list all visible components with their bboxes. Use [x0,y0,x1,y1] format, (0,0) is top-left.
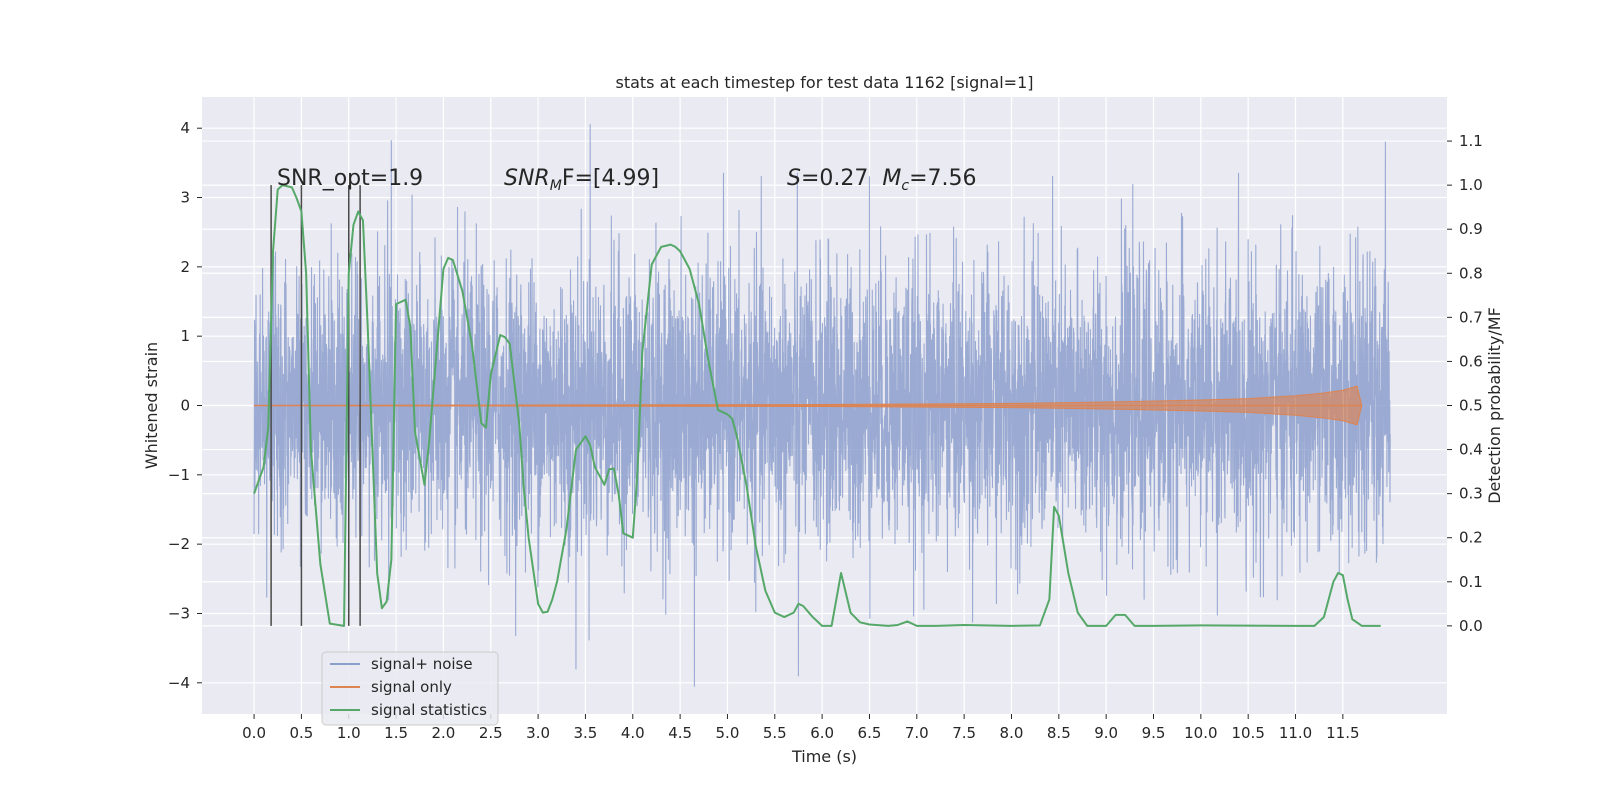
y-right-tick-label: 0.7 [1459,308,1483,326]
x-tick-label: 7.5 [952,724,976,742]
y-right-tick-label: 1.1 [1459,132,1483,150]
mc-value: =7.56 [909,166,976,191]
y-right-tick-label: 0.6 [1459,352,1483,370]
y-left-tick-label: 4 [180,119,190,137]
x-tick-label: 9.5 [1142,724,1166,742]
signal-only-series [254,385,1363,426]
legend-label-signal-statistics: signal statistics [371,701,487,719]
x-tick-label: 5.0 [716,724,740,742]
snr-mf-main: SNR [504,166,550,191]
y-axis-right-label: Detection probability/MF [1485,307,1504,504]
y-right-tick-label: 1.0 [1459,176,1483,194]
x-tick-label: 7.0 [905,724,929,742]
x-tick-label: 10.5 [1231,724,1264,742]
x-axis-label: Time (s) [791,747,857,766]
y-right-tick-label: 0.0 [1459,617,1483,635]
signal-statistics-line [253,184,1381,627]
signal-noise-series [253,124,1391,687]
x-tick-label: 2.5 [479,724,503,742]
signal-statistics-series [253,184,1381,627]
s-symbol: S [787,166,801,191]
y-left-tick-label: 0 [180,397,190,415]
y-right-tick-label: 0.9 [1459,220,1483,238]
x-tick-label: 11.0 [1279,724,1312,742]
x-tick-label: 8.0 [1000,724,1024,742]
mc-sub: c [901,178,909,194]
y-left-tick-label: 3 [180,189,190,207]
y-left-tick-label: 1 [180,327,190,345]
legend: signal+ noise signal only signal statist… [321,651,499,726]
legend-label-signal-only: signal only [371,678,452,696]
y-left-tick-label: −3 [168,604,190,622]
x-tick-label: 2.0 [431,724,455,742]
vertical-markers [270,185,361,626]
y-right-tick-label: 0.5 [1459,397,1483,415]
x-tick-label: 11.5 [1326,724,1359,742]
x-tick-label: 0.5 [289,724,313,742]
x-tick-label: 0.0 [242,724,266,742]
legend-box [321,651,499,726]
x-tick-label: 4.0 [621,724,645,742]
y-right-tick-label: 0.8 [1459,264,1483,282]
y-right-tick-label: 0.3 [1459,485,1483,503]
x-tick-label: 6.0 [810,724,834,742]
snr-mf-rest: F=[4.99] [562,166,659,191]
y-axis-left-label: Whitened strain [142,342,161,469]
s-value: =0.27 [801,166,868,191]
y-left-tick-label: −4 [168,674,190,692]
chart-title: stats at each timestep for test data 116… [615,73,1033,92]
y-right-tick-label: 0.1 [1459,573,1483,591]
y-left-tick-label: 2 [180,258,190,276]
x-tick-label: 8.5 [1047,724,1071,742]
x-tick-label: 3.5 [574,724,598,742]
annotation-s-mc: S=0.27 Mc=7.56 [787,166,977,194]
x-tick-label: 1.5 [384,724,408,742]
axis-ticks: 0.0 0.5 1.0 1.5 2.0 2.5 3.0 3.5 4.0 4.5 5.0 5.5 6.0 6… [168,119,1483,742]
x-tick-label: 5.5 [763,724,787,742]
y-right-tick-label: 0.4 [1459,441,1483,459]
y-left-tick-label: −1 [168,466,190,484]
x-tick-label: 4.5 [668,724,692,742]
x-tick-label: 6.5 [858,724,882,742]
signal-noise-line [253,124,1391,687]
x-tick-label: 3.0 [526,724,550,742]
x-tick-label: 10.0 [1184,724,1217,742]
annotation-snr-opt: SNR_opt=1.9 [277,166,423,191]
legend-label-signal-noise: signal+ noise [371,655,473,673]
x-tick-label: 9.0 [1094,724,1118,742]
snr-mf-sub: M [550,178,562,194]
annotation-snr-mf: SNRMF=[4.99] [504,166,659,194]
y-right-tick-label: 0.2 [1459,529,1483,547]
x-tick-label: 1.0 [337,724,361,742]
mc-symbol: M [882,166,901,191]
y-left-tick-label: −2 [168,535,190,553]
